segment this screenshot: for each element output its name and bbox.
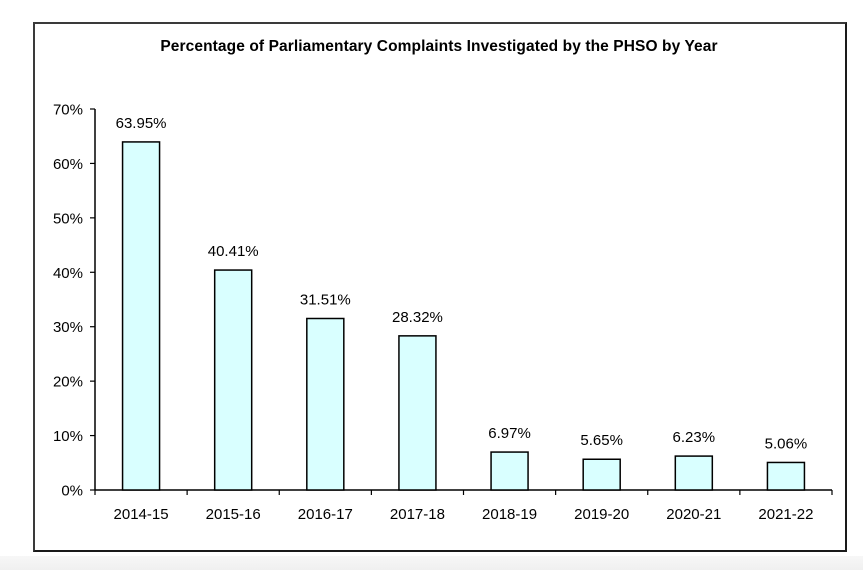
page-bottom-strip [0, 556, 863, 570]
x-tick-label: 2020-21 [666, 506, 721, 523]
data-label: 40.41% [208, 243, 259, 260]
y-tick-label: 70% [53, 102, 83, 119]
x-tick-label: 2021-22 [758, 506, 813, 523]
data-labels: 63.95% 40.41% 31.51% 28.32% 6.97% 5.65% 6.23% 5… [116, 115, 808, 453]
x-tick-label: 2016-17 [298, 506, 353, 523]
data-label: 28.32% [392, 309, 443, 326]
data-label: 6.23% [673, 429, 716, 446]
bar [490, 451, 529, 491]
data-label: 63.95% [116, 115, 167, 132]
y-tick-label: 40% [53, 265, 83, 282]
bar [582, 458, 621, 491]
x-tick-label: 2017-18 [390, 506, 445, 523]
y-tick-label: 60% [53, 156, 83, 173]
y-tick-label: 50% [53, 210, 83, 227]
y-tick-label: 30% [53, 319, 83, 336]
bar [766, 461, 806, 491]
data-label: 5.65% [580, 432, 623, 449]
bar [213, 269, 253, 491]
y-tick-label: 10% [53, 428, 83, 445]
bars [121, 141, 806, 491]
axes: 0% 10% 20% 30% 40% 50% 60% 70% 2014-15 2015-16 201… [53, 102, 833, 523]
y-tick-label: 20% [53, 374, 83, 391]
data-label: 31.51% [300, 291, 351, 308]
bar [121, 141, 161, 491]
x-tick-label: 2014-15 [114, 506, 169, 523]
x-tick-label: 2015-16 [206, 506, 261, 523]
x-tick-label: 2019-20 [574, 506, 629, 523]
chart-title: Percentage of Parliamentary Complaints I… [160, 38, 718, 55]
bar [674, 455, 714, 491]
data-label: 6.97% [488, 425, 531, 442]
y-tick-label: 0% [61, 483, 83, 500]
bar [306, 317, 345, 491]
data-label: 5.06% [765, 435, 808, 452]
bar [398, 335, 437, 491]
x-tick-label: 2018-19 [482, 506, 537, 523]
